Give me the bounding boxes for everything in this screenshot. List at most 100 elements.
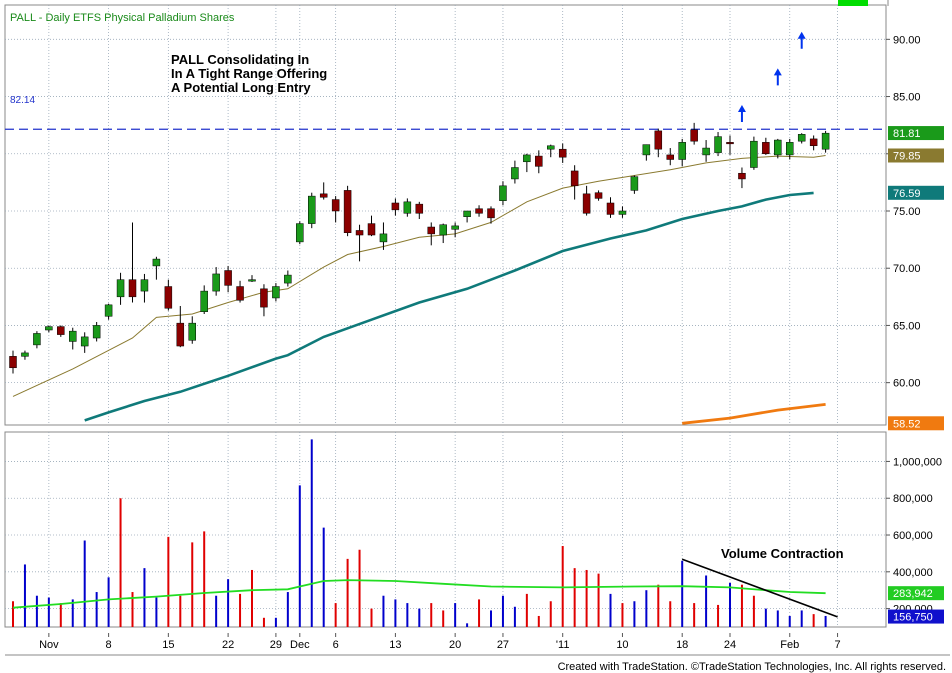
candle — [809, 135, 818, 151]
candle — [331, 196, 340, 223]
candle-body — [750, 140, 758, 168]
candle — [487, 206, 495, 224]
candle-body — [594, 192, 603, 199]
x-tick-label: 20 — [449, 639, 461, 651]
candle-body — [57, 326, 65, 335]
candle-body — [116, 279, 125, 298]
candle-body — [379, 233, 388, 243]
candle — [319, 182, 328, 200]
long-moving-average — [682, 403, 826, 425]
price-value-tag-box — [888, 148, 944, 163]
candle — [558, 143, 567, 163]
candle — [33, 331, 41, 349]
price-tick-label: 70.00 — [893, 263, 921, 275]
x-tick-label: 29 — [270, 639, 282, 651]
candle-body — [606, 202, 615, 215]
volume-value-tag-label: 283,942 — [893, 588, 933, 600]
candle — [9, 350, 17, 374]
price-value-tag: 79.85 — [888, 148, 944, 163]
candle-body — [642, 144, 651, 156]
candle-body — [260, 288, 268, 308]
price-value-tag-box — [888, 185, 944, 200]
candle-body — [391, 202, 400, 211]
x-tick-label: 7 — [834, 639, 840, 651]
signal-arrow-head — [737, 104, 746, 112]
candle — [594, 190, 603, 201]
candle — [738, 167, 746, 189]
candle-body — [558, 148, 567, 158]
annotation-line-1: PALL Consolidating In — [171, 52, 309, 67]
price-tick-label: 85.00 — [893, 92, 921, 104]
candle — [451, 222, 459, 238]
price-value-tag-label: 79.85 — [893, 150, 921, 162]
candle-body — [714, 136, 722, 153]
candle-body — [343, 190, 352, 233]
candle — [152, 256, 161, 280]
footer-credit: Created with TradeStation. ©TradeStation… — [558, 661, 946, 673]
volume-value-tag-box — [888, 609, 944, 624]
candle — [379, 222, 388, 250]
candle — [702, 140, 710, 162]
candle — [535, 150, 543, 174]
slow-moving-average — [84, 191, 814, 422]
candle — [104, 303, 113, 320]
volume-tick-label: 600,000 — [893, 530, 933, 542]
candle — [774, 138, 782, 159]
candle — [140, 273, 149, 303]
candle-body — [523, 154, 531, 163]
candle-body — [786, 142, 794, 156]
candle-body — [212, 273, 220, 292]
candle-body — [104, 304, 113, 317]
x-tick-label: 22 — [222, 639, 234, 651]
candle — [654, 128, 663, 158]
candle — [415, 201, 424, 220]
volume-panel — [12, 439, 838, 627]
price-value-tag: 76.59 — [888, 185, 944, 200]
x-tick-label: '11 — [556, 639, 570, 651]
candle — [272, 283, 280, 302]
candle-body — [331, 199, 340, 212]
candle-body — [678, 142, 686, 160]
candle-body — [248, 279, 256, 282]
candle-body — [535, 155, 543, 167]
volume-tick-label: 800,000 — [893, 493, 933, 505]
candle — [80, 332, 89, 353]
x-tick-label: 13 — [389, 639, 401, 651]
candle — [463, 210, 471, 223]
candle-body — [427, 226, 435, 235]
candle — [786, 138, 794, 160]
candle-body — [570, 170, 579, 187]
price-value-tag-box — [888, 416, 944, 431]
signal-arrow-icon — [737, 104, 746, 122]
volume-tick-label: 400,000 — [893, 567, 933, 579]
candle-body — [463, 210, 471, 217]
x-tick-label: 18 — [676, 639, 688, 651]
x-tick-label: 15 — [162, 639, 174, 651]
candle-body — [774, 139, 782, 156]
candle — [188, 316, 196, 344]
candle — [678, 138, 686, 167]
candle — [439, 223, 447, 244]
candle-body — [821, 132, 830, 150]
candle — [606, 197, 615, 218]
candle — [690, 122, 698, 145]
candle — [499, 181, 507, 206]
candle-body — [284, 274, 292, 284]
candle-body — [702, 147, 710, 156]
candle — [128, 222, 137, 303]
price-value-tag: 81.81 — [888, 126, 944, 140]
candle-body — [69, 330, 77, 342]
candle-body — [738, 172, 746, 180]
candle — [248, 275, 256, 282]
price-value-tag-label: 76.59 — [893, 188, 921, 200]
candle — [523, 153, 531, 173]
candle-body — [21, 352, 29, 357]
candle-body — [809, 138, 818, 147]
candle-body — [224, 270, 232, 286]
x-tick-label: 24 — [724, 639, 736, 651]
candle-body — [272, 286, 280, 299]
candle-body — [319, 193, 328, 198]
chart-title: PALL - Daily ETFS Physical Palladium Sha… — [10, 12, 235, 24]
signal-arrow-head — [797, 31, 806, 39]
